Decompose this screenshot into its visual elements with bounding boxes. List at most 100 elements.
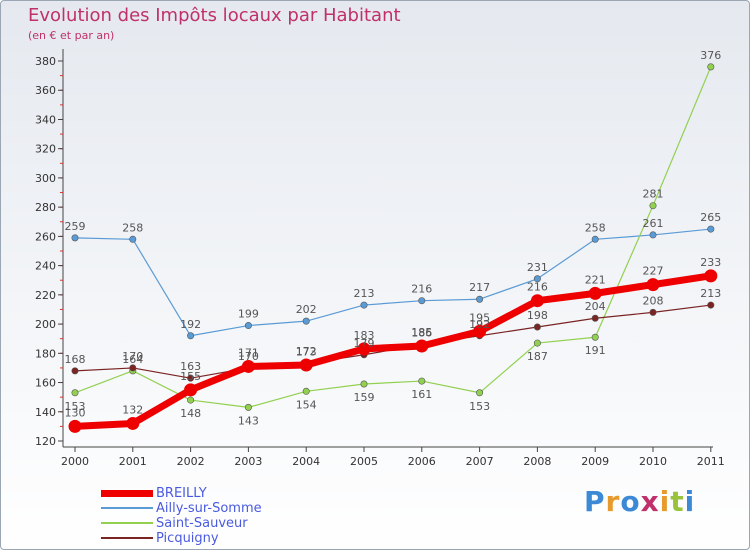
data-label-ailly-sur-somme: 261 <box>643 217 664 230</box>
legend-item-saint-sauveur: Saint-Sauveur <box>101 516 401 531</box>
data-label-ailly-sur-somme: 217 <box>469 281 490 294</box>
x-tick-label: 2002 <box>177 455 205 468</box>
data-point-breilly <box>530 294 544 308</box>
data-label-ailly-sur-somme: 259 <box>65 220 86 233</box>
y-tick-label: 240 <box>35 260 56 273</box>
y-tick-label: 260 <box>35 230 56 243</box>
data-point-ailly-sur-somme <box>591 235 599 243</box>
data-label-picquigny: 192 <box>469 318 490 331</box>
data-point-breilly <box>299 358 313 372</box>
data-label-ailly-sur-somme: 231 <box>527 261 548 274</box>
data-point-breilly <box>184 383 198 397</box>
chart-series <box>68 63 718 433</box>
data-point-breilly <box>588 286 602 300</box>
data-label-saint-sauveur: 154 <box>296 398 317 411</box>
data-point-breilly <box>473 324 487 338</box>
data-label-saint-sauveur: 148 <box>180 407 201 420</box>
data-label-breilly: 185 <box>411 326 432 339</box>
x-tick-label: 2001 <box>119 455 147 468</box>
data-label-saint-sauveur: 191 <box>585 344 606 357</box>
data-label-saint-sauveur: 153 <box>65 400 86 413</box>
data-label-ailly-sur-somme: 192 <box>180 318 201 331</box>
data-label-saint-sauveur: 159 <box>354 391 375 404</box>
logo-letter: P <box>584 485 606 518</box>
series-line-breilly <box>71 272 715 430</box>
legend-label: BREILLY <box>156 486 207 501</box>
x-tick-label: 2003 <box>234 455 262 468</box>
data-label-breilly: 227 <box>643 265 664 278</box>
y-tick-label: 200 <box>35 318 56 331</box>
chart-legend: BREILLY Ailly-sur-Somme Saint-Sauveur Picqu… <box>101 486 401 546</box>
chart-title: Evolution des Impôts locaux par Habitant <box>28 5 401 26</box>
data-point-saint-sauveur <box>71 389 79 397</box>
y-tick-label: 180 <box>35 347 56 360</box>
legend-swatch <box>101 489 153 497</box>
data-label-picquigny: 170 <box>238 350 259 363</box>
data-point-picquigny <box>187 374 195 382</box>
legend-label: Saint-Sauveur <box>156 516 248 531</box>
logo-letter: t <box>670 485 685 518</box>
data-label-ailly-sur-somme: 216 <box>411 283 432 296</box>
data-point-picquigny <box>591 314 599 322</box>
data-label-picquigny: 170 <box>122 350 143 363</box>
logo-letter: i <box>659 485 671 518</box>
data-point-breilly <box>68 419 82 433</box>
data-point-saint-sauveur <box>187 396 195 404</box>
data-point-ailly-sur-somme <box>71 234 79 242</box>
data-point-breilly <box>357 342 371 356</box>
series-line-picquigny <box>74 304 712 379</box>
data-point-saint-sauveur <box>591 333 599 341</box>
logo-letter: x <box>640 485 660 518</box>
x-tick-label: 2011 <box>697 455 725 468</box>
data-point-breilly <box>415 339 429 353</box>
data-point-ailly-sur-somme <box>649 231 657 239</box>
data-point-saint-sauveur <box>244 403 252 411</box>
legend-swatch <box>101 522 153 524</box>
data-point-ailly-sur-somme <box>533 275 541 283</box>
x-tick-label: 2009 <box>581 455 609 468</box>
series-line-saint-sauveur <box>74 66 712 408</box>
data-point-saint-sauveur <box>476 389 484 397</box>
data-point-breilly <box>646 278 660 292</box>
data-point-ailly-sur-somme <box>707 225 715 233</box>
data-label-ailly-sur-somme: 199 <box>238 308 259 321</box>
x-tick-label: 2006 <box>408 455 436 468</box>
data-label-saint-sauveur: 153 <box>469 400 490 413</box>
data-point-breilly <box>126 416 140 430</box>
data-point-saint-sauveur <box>649 202 657 210</box>
data-label-saint-sauveur: 164 <box>122 353 143 366</box>
y-tick-label: 220 <box>35 289 56 302</box>
y-tick-label: 280 <box>35 201 56 214</box>
data-point-picquigny <box>707 301 715 309</box>
proxiti-logo: Proxiti <box>584 485 695 518</box>
legend-swatch <box>101 507 153 509</box>
y-tick-label: 160 <box>35 377 56 390</box>
y-tick-label: 360 <box>35 84 56 97</box>
y-tick-label: 120 <box>35 435 56 448</box>
data-label-picquigny: 186 <box>411 327 432 340</box>
legend-item-breilly: BREILLY <box>101 486 401 501</box>
data-point-picquigny <box>533 323 541 331</box>
data-point-saint-sauveur <box>418 377 426 385</box>
data-label-picquigny: 168 <box>65 353 86 366</box>
data-label-picquigny: 208 <box>643 294 664 307</box>
data-point-breilly <box>704 269 718 283</box>
data-point-picquigny <box>649 308 657 316</box>
series-line-ailly-sur-somme <box>74 228 712 337</box>
chart-axes: 120 140 160 180 200 220 240 260 280 300 320 340 360 3… <box>35 49 725 468</box>
data-label-saint-sauveur: 187 <box>527 350 548 363</box>
y-tick-label: 140 <box>35 406 56 419</box>
data-label-breilly: 130 <box>65 406 86 419</box>
data-label-ailly-sur-somme: 265 <box>700 211 721 224</box>
data-label-breilly: 233 <box>700 256 721 269</box>
data-label-breilly: 171 <box>238 346 259 359</box>
data-label-saint-sauveur: 143 <box>238 414 259 427</box>
data-point-saint-sauveur <box>707 63 715 71</box>
data-point-ailly-sur-somme <box>418 297 426 305</box>
data-point-ailly-sur-somme <box>360 301 368 309</box>
logo-letter: r <box>605 485 621 518</box>
data-label-saint-sauveur: 281 <box>643 188 664 201</box>
